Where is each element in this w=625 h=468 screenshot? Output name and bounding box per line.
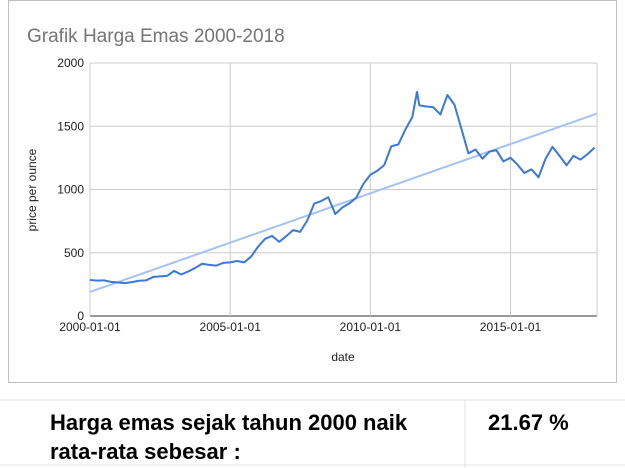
summary-text: Harga emas sejak tahun 2000 naik rata-ra… xyxy=(50,410,408,464)
trendline xyxy=(89,112,598,293)
y-tick-label: 500 xyxy=(64,246,84,260)
x-tick-label: 2000-01-01 xyxy=(59,320,121,334)
data-line xyxy=(89,90,596,285)
y-axis-label: price per ounce xyxy=(25,148,39,231)
y-tick-label: 1500 xyxy=(57,119,84,133)
y-tick-label: 0 xyxy=(77,309,84,323)
y-tick-label: 1000 xyxy=(57,183,84,197)
x-tick-label: 2015-01-01 xyxy=(480,320,542,334)
chart-frame xyxy=(8,0,617,383)
x-tick-label: 2010-01-01 xyxy=(340,320,402,334)
y-tick-label: 2000 xyxy=(57,56,84,70)
x-axis-label: date xyxy=(331,350,355,364)
chart-title: Grafik Harga Emas 2000-2018 xyxy=(27,26,285,47)
summary-value: 21.67 % xyxy=(488,410,569,435)
x-tick-label: 2005-01-01 xyxy=(200,320,262,334)
